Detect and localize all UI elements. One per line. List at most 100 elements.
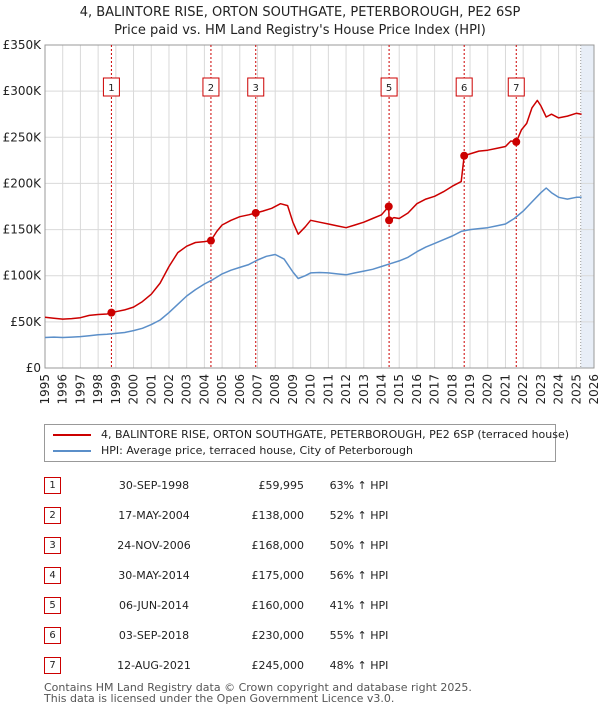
sale-point (384, 202, 393, 211)
x-tick-label: 2014 (374, 374, 388, 405)
y-tick-label: £0 (26, 361, 41, 375)
x-tick-label: 2009 (286, 374, 300, 405)
x-tick-label: 2022 (516, 374, 530, 405)
price-chart: £0 £50K £100K £150K £200K £250K £300K £350K 1995… (3, 38, 600, 405)
sale-row: 1 30-SEP-1998 £59,995 63% ↑ HPI (44, 470, 414, 500)
x-tick-label: 1998 (91, 374, 105, 405)
sale-row: 4 30-MAY-2014 £175,000 56% ↑ HPI (44, 560, 414, 590)
y-tick-label: £150K (3, 223, 43, 237)
sale-date: 30-SEP-1998 (118, 478, 190, 492)
x-tick-label: 1999 (109, 374, 123, 405)
x-tick-label: 2001 (144, 374, 158, 405)
sale-number: 3 (44, 536, 61, 554)
legend-label-property: 4, BALINTORE RISE, ORTON SOUTHGATE, PETE… (101, 428, 570, 441)
sale-row: 6 03-SEP-2018 £230,000 55% ↑ HPI (44, 620, 414, 650)
sale-hpi-change: 48% ↑ HPI (329, 658, 389, 672)
sale-marker-label: 2 (208, 83, 214, 94)
sale-point (107, 308, 116, 317)
sale-price: £59,995 (258, 478, 305, 492)
sale-price: £168,000 (251, 538, 305, 552)
x-tick-label: 2013 (357, 374, 371, 405)
sale-marker-label: 5 (386, 83, 392, 94)
sale-marker-box (247, 77, 265, 97)
x-tick-label: 2003 (180, 374, 194, 405)
footer: Contains HM Land Registry data © Crown c… (44, 682, 472, 704)
x-tick-label: 2016 (410, 374, 424, 405)
y-tick-label: £250K (3, 130, 43, 144)
sale-number: 5 (44, 596, 61, 614)
footer-licence: This data is licensed under the Open Gov… (44, 692, 395, 705)
sales-table: 1 30-SEP-1998 £59,995 63% ↑ HPI 2 17-MAY-2004… (44, 470, 414, 680)
sale-date: 24-NOV-2006 (117, 538, 191, 552)
x-tick-label: 1995 (38, 374, 52, 405)
sale-row: 2 17-MAY-2004 £138,000 52% ↑ HPI (44, 500, 414, 530)
sale-price: £160,000 (251, 598, 305, 612)
chart-subtitle: Price paid vs. HM Land Registry's House … (114, 23, 486, 38)
sale-marker-box (102, 77, 120, 97)
sale-marker-box (380, 77, 398, 97)
sale-marker-label: 1 (108, 83, 114, 94)
y-tick-label: £50K (10, 315, 42, 329)
sale-point (385, 216, 394, 225)
x-tick-label: 2020 (481, 374, 495, 405)
x-tick-label: 2017 (428, 374, 442, 405)
x-tick-label: 1997 (73, 374, 87, 405)
x-tick-label: 2010 (304, 374, 318, 405)
x-tick-label: 2024 (552, 374, 566, 405)
plot-frame (44, 44, 595, 369)
sale-price: £175,000 (251, 568, 305, 582)
sale-row: 7 12-AUG-2021 £245,000 48% ↑ HPI (44, 650, 414, 680)
sale-marker-label: 3 (253, 83, 259, 94)
x-tick-label: 2012 (339, 374, 353, 405)
sale-price: £230,000 (251, 628, 305, 642)
sale-point (460, 151, 469, 160)
sale-hpi-change: 41% ↑ HPI (329, 598, 389, 612)
x-tick-label: 2004 (197, 374, 211, 405)
forecast-shade (580, 45, 594, 368)
property-price-line (44, 99, 582, 320)
sale-date: 12-AUG-2021 (117, 658, 191, 672)
x-tick-label: 1996 (56, 374, 70, 405)
sale-marker-label: 7 (513, 83, 519, 94)
x-tick-label: 2019 (463, 374, 477, 405)
y-tick-label: £200K (3, 176, 43, 190)
sale-date: 17-MAY-2004 (118, 508, 190, 522)
sale-number: 7 (44, 656, 61, 674)
sale-price: £245,000 (251, 658, 305, 672)
legend-label-hpi: HPI: Average price, terraced house, City… (101, 444, 413, 457)
sale-marker-box (202, 77, 220, 97)
sale-price: £138,000 (251, 508, 305, 522)
legend-swatch-hpi (53, 450, 91, 452)
sale-point (206, 236, 215, 245)
legend-swatch-property (53, 434, 91, 436)
x-tick-label: 2008 (268, 374, 282, 405)
sale-point (251, 208, 260, 217)
y-tick-label: £350K (3, 38, 43, 52)
x-tick-label: 2000 (127, 374, 141, 405)
x-tick-label: 2005 (215, 374, 229, 405)
sale-row: 5 06-JUN-2014 £160,000 41% ↑ HPI (44, 590, 414, 620)
sale-hpi-change: 55% ↑ HPI (329, 628, 389, 642)
x-tick-label: 2026 (587, 374, 600, 405)
sale-hpi-change: 56% ↑ HPI (329, 568, 389, 582)
x-tick-label: 2015 (392, 374, 406, 405)
sale-number: 4 (44, 566, 61, 584)
hpi-line (44, 187, 582, 339)
sale-hpi-change: 50% ↑ HPI (329, 538, 389, 552)
sale-marker-label: 6 (461, 83, 467, 94)
sale-date: 06-JUN-2014 (118, 598, 190, 612)
sale-hpi-change: 63% ↑ HPI (329, 478, 389, 492)
x-tick-label: 2006 (233, 374, 247, 405)
x-tick-label: 2018 (445, 374, 459, 405)
sale-marker-box (455, 77, 473, 97)
sale-number: 1 (44, 476, 61, 494)
x-tick-label: 2023 (534, 374, 548, 405)
sale-number: 6 (44, 626, 61, 644)
x-tick-label: 2007 (251, 374, 265, 405)
x-tick-label: 2002 (162, 374, 176, 405)
sale-number: 2 (44, 506, 61, 524)
y-tick-label: £100K (3, 269, 43, 283)
x-tick-label: 2021 (498, 374, 512, 405)
sale-marker-box (507, 77, 525, 97)
footer-copyright: Contains HM Land Registry data © Crown c… (44, 681, 472, 694)
